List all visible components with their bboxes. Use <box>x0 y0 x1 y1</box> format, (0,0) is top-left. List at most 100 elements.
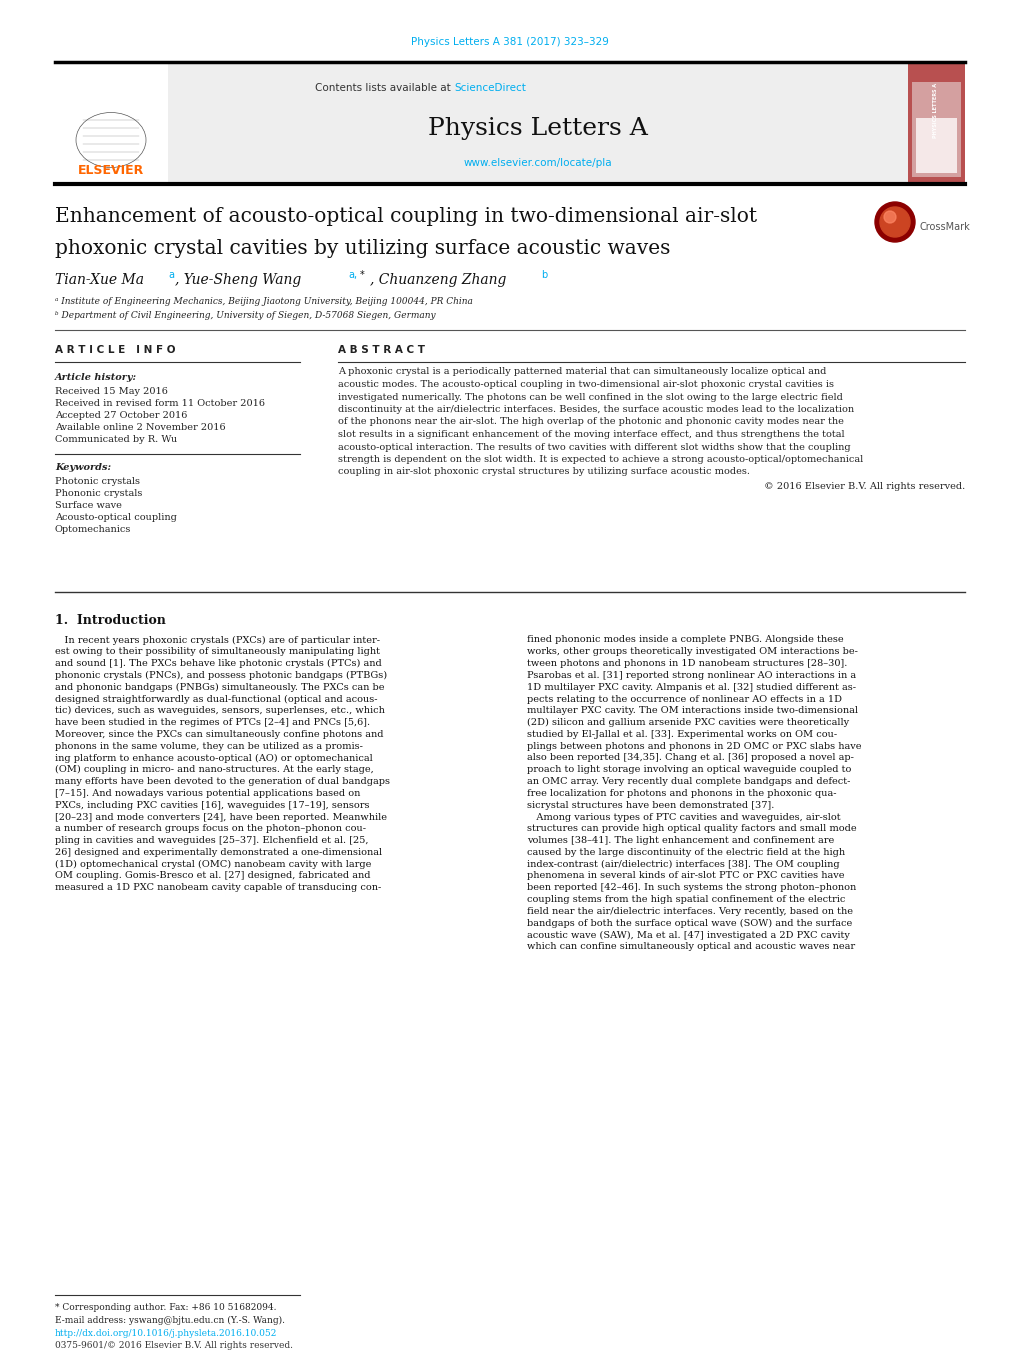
Text: many efforts have been devoted to the generation of dual bandgaps: many efforts have been devoted to the ge… <box>55 777 389 786</box>
Circle shape <box>879 207 909 236</box>
Text: [7–15]. And nowadays various potential applications based on: [7–15]. And nowadays various potential a… <box>55 789 360 798</box>
Text: Among various types of PTC cavities and waveguides, air-slot: Among various types of PTC cavities and … <box>527 812 840 821</box>
Text: Physics Letters A: Physics Letters A <box>428 116 647 139</box>
Text: PXCs, including PXC cavities [16], waveguides [17–19], sensors: PXCs, including PXC cavities [16], waveg… <box>55 801 369 809</box>
Text: caused by the large discontinuity of the electric field at the high: caused by the large discontinuity of the… <box>527 848 845 857</box>
Text: http://dx.doi.org/10.1016/j.physleta.2016.10.052: http://dx.doi.org/10.1016/j.physleta.201… <box>55 1328 277 1337</box>
Text: pects relating to the occurrence of nonlinear AO effects in a 1D: pects relating to the occurrence of nonl… <box>527 694 841 704</box>
Text: Article history:: Article history: <box>55 373 137 381</box>
Text: www.elsevier.com/locate/pla: www.elsevier.com/locate/pla <box>464 158 611 168</box>
Text: A B S T R A C T: A B S T R A C T <box>337 345 425 355</box>
Text: , Chuanzeng Zhang: , Chuanzeng Zhang <box>370 273 505 286</box>
Text: In recent years phoxonic crystals (PXCs) are of particular inter-: In recent years phoxonic crystals (PXCs)… <box>55 635 380 644</box>
Text: Accepted 27 October 2016: Accepted 27 October 2016 <box>55 411 187 420</box>
Text: Photonic crystals: Photonic crystals <box>55 477 140 486</box>
Text: Moreover, since the PXCs can simultaneously confine photons and: Moreover, since the PXCs can simultaneou… <box>55 730 383 739</box>
Bar <box>915 118 956 173</box>
Text: also been reported [34,35]. Chang et al. [36] proposed a novel ap-: also been reported [34,35]. Chang et al.… <box>527 754 853 762</box>
Text: ᵇ Department of Civil Engineering, University of Siegen, D-57068 Siegen, Germany: ᵇ Department of Civil Engineering, Unive… <box>55 312 435 320</box>
Text: [20–23] and mode converters [24], have been reported. Meanwhile: [20–23] and mode converters [24], have b… <box>55 812 386 821</box>
Text: an OMC array. Very recently dual complete bandgaps and defect-: an OMC array. Very recently dual complet… <box>527 777 850 786</box>
Text: PHYSICS LETTERS A: PHYSICS LETTERS A <box>932 82 937 138</box>
Text: index-contrast (air/dielectric) interfaces [38]. The OM coupling: index-contrast (air/dielectric) interfac… <box>527 859 839 869</box>
Text: a number of research groups focus on the photon–phonon cou-: a number of research groups focus on the… <box>55 824 366 834</box>
Text: b: b <box>540 270 547 280</box>
Text: fined phononic modes inside a complete PNBG. Alongside these: fined phononic modes inside a complete P… <box>527 635 843 644</box>
Text: ᵃ Institute of Engineering Mechanics, Beijing Jiaotong University, Beijing 10004: ᵃ Institute of Engineering Mechanics, Be… <box>55 297 473 307</box>
Text: Optomechanics: Optomechanics <box>55 526 131 535</box>
Text: tween photons and phonons in 1D nanobeam structures [28–30].: tween photons and phonons in 1D nanobeam… <box>527 659 847 669</box>
Text: slot results in a significant enhancement of the moving interface effect, and th: slot results in a significant enhancemen… <box>337 430 844 439</box>
Text: been reported [42–46]. In such systems the strong photon–phonon: been reported [42–46]. In such systems t… <box>527 884 855 892</box>
Text: Tian-Xue Ma: Tian-Xue Ma <box>55 273 144 286</box>
Text: coupling stems from the high spatial confinement of the electric: coupling stems from the high spatial con… <box>527 896 845 904</box>
Text: designed straightforwardly as dual-functional (optical and acous-: designed straightforwardly as dual-funct… <box>55 694 377 704</box>
Text: proach to light storage involving an optical waveguide coupled to: proach to light storage involving an opt… <box>527 765 851 774</box>
Text: acoustic wave (SAW), Ma et al. [47] investigated a 2D PXC cavity: acoustic wave (SAW), Ma et al. [47] inve… <box>527 931 849 939</box>
Text: est owing to their possibility of simultaneously manipulating light: est owing to their possibility of simult… <box>55 647 380 657</box>
Text: and sound [1]. The PXCs behave like photonic crystals (PTCs) and: and sound [1]. The PXCs behave like phot… <box>55 659 381 669</box>
Text: (OM) coupling in micro- and nano-structures. At the early stage,: (OM) coupling in micro- and nano-structu… <box>55 765 373 774</box>
Text: Received 15 May 2016: Received 15 May 2016 <box>55 386 168 396</box>
Text: Enhancement of acousto-optical coupling in two-dimensional air-slot: Enhancement of acousto-optical coupling … <box>55 207 756 226</box>
Text: a: a <box>168 270 174 280</box>
Text: Phononic crystals: Phononic crystals <box>55 489 143 499</box>
Text: , Yue-Sheng Wang: , Yue-Sheng Wang <box>175 273 301 286</box>
Text: phononic crystals (PNCs), and possess photonic bandgaps (PTBGs): phononic crystals (PNCs), and possess ph… <box>55 671 387 680</box>
Text: coupling in air-slot phoxonic crystal structures by utilizing surface acoustic m: coupling in air-slot phoxonic crystal st… <box>337 467 749 477</box>
Text: multilayer PXC cavity. The OM interactions inside two-dimensional: multilayer PXC cavity. The OM interactio… <box>527 707 857 715</box>
Text: A phoxonic crystal is a periodically patterned material that can simultaneously : A phoxonic crystal is a periodically pat… <box>337 367 825 377</box>
Text: volumes [38–41]. The light enhancement and confinement are: volumes [38–41]. The light enhancement a… <box>527 836 834 846</box>
Text: phoxonic crystal cavities by utilizing surface acoustic waves: phoxonic crystal cavities by utilizing s… <box>55 239 669 258</box>
Text: Available online 2 November 2016: Available online 2 November 2016 <box>55 423 225 431</box>
Text: Communicated by R. Wu: Communicated by R. Wu <box>55 435 177 443</box>
Text: plings between photons and phonons in 2D OMC or PXC slabs have: plings between photons and phonons in 2D… <box>527 742 861 751</box>
Bar <box>907 62 964 182</box>
Text: investigated numerically. The photons can be well confined in the slot owing to : investigated numerically. The photons ca… <box>337 393 842 401</box>
Text: Contents lists available at: Contents lists available at <box>315 82 453 93</box>
Bar <box>168 62 907 182</box>
Text: which can confine simultaneously optical and acoustic waves near: which can confine simultaneously optical… <box>527 942 854 951</box>
Text: CrossMark: CrossMark <box>919 222 970 232</box>
Text: Acousto-optical coupling: Acousto-optical coupling <box>55 513 176 523</box>
Text: *: * <box>360 270 365 280</box>
Text: phenomena in several kinds of air-slot PTC or PXC cavities have: phenomena in several kinds of air-slot P… <box>527 871 844 881</box>
Text: ing platform to enhance acousto-optical (AO) or optomechanical: ing platform to enhance acousto-optical … <box>55 754 372 762</box>
Text: tic) devices, such as waveguides, sensors, superlenses, etc., which: tic) devices, such as waveguides, sensor… <box>55 707 384 716</box>
Text: (1D) optomechanical crystal (OMC) nanobeam cavity with large: (1D) optomechanical crystal (OMC) nanobe… <box>55 859 371 869</box>
Text: Psarobas et al. [31] reported strong nonlinear AO interactions in a: Psarobas et al. [31] reported strong non… <box>527 671 855 680</box>
Text: 26] designed and experimentally demonstrated a one-dimensional: 26] designed and experimentally demonstr… <box>55 848 382 857</box>
Text: E-mail address: yswang@bjtu.edu.cn (Y.-S. Wang).: E-mail address: yswang@bjtu.edu.cn (Y.-S… <box>55 1316 284 1324</box>
Text: ELSEVIER: ELSEVIER <box>77 163 144 177</box>
Text: field near the air/dielectric interfaces. Very recently, based on the: field near the air/dielectric interfaces… <box>527 907 852 916</box>
Text: of the phonons near the air-slot. The high overlap of the photonic and phononic : of the phonons near the air-slot. The hi… <box>337 417 843 427</box>
Text: strength is dependent on the slot width. It is expected to achieve a strong acou: strength is dependent on the slot width.… <box>337 455 862 463</box>
Text: Keywords:: Keywords: <box>55 463 111 473</box>
Text: phonons in the same volume, they can be utilized as a promis-: phonons in the same volume, they can be … <box>55 742 363 751</box>
Text: (2D) silicon and gallium arsenide PXC cavities were theoretically: (2D) silicon and gallium arsenide PXC ca… <box>527 717 848 727</box>
Text: 1.  Introduction: 1. Introduction <box>55 613 166 627</box>
Circle shape <box>883 211 895 223</box>
Text: studied by El-Jallal et al. [33]. Experimental works on OM cou-: studied by El-Jallal et al. [33]. Experi… <box>527 730 837 739</box>
Text: bandgaps of both the surface optical wave (SOW) and the surface: bandgaps of both the surface optical wav… <box>527 919 852 928</box>
Text: have been studied in the regimes of PTCs [2–4] and PNCs [5,6].: have been studied in the regimes of PTCs… <box>55 719 370 727</box>
Text: 0375-9601/© 2016 Elsevier B.V. All rights reserved.: 0375-9601/© 2016 Elsevier B.V. All right… <box>55 1340 292 1350</box>
Text: free localization for photons and phonons in the phoxonic qua-: free localization for photons and phonon… <box>527 789 836 798</box>
Text: ScienceDirect: ScienceDirect <box>453 82 526 93</box>
Text: and phononic bandgaps (PNBGs) simultaneously. The PXCs can be: and phononic bandgaps (PNBGs) simultaneo… <box>55 682 384 692</box>
Text: discontinuity at the air/dielectric interfaces. Besides, the surface acoustic mo: discontinuity at the air/dielectric inte… <box>337 405 853 413</box>
Text: sicrystal structures have been demonstrated [37].: sicrystal structures have been demonstra… <box>527 801 773 809</box>
Circle shape <box>874 203 914 242</box>
Text: 1D multilayer PXC cavity. Almpanis et al. [32] studied different as-: 1D multilayer PXC cavity. Almpanis et al… <box>527 682 855 692</box>
Bar <box>911 82 960 177</box>
Text: acoustic modes. The acousto-optical coupling in two-dimensional air-slot phoxoni: acoustic modes. The acousto-optical coup… <box>337 380 834 389</box>
Text: © 2016 Elsevier B.V. All rights reserved.: © 2016 Elsevier B.V. All rights reserved… <box>763 482 964 490</box>
Text: measured a 1D PXC nanobeam cavity capable of transducing con-: measured a 1D PXC nanobeam cavity capabl… <box>55 884 381 892</box>
Text: acousto-optical interaction. The results of two cavities with different slot wid: acousto-optical interaction. The results… <box>337 443 850 451</box>
Text: * Corresponding author. Fax: +86 10 51682094.: * Corresponding author. Fax: +86 10 5168… <box>55 1304 276 1313</box>
Text: a,: a, <box>347 270 357 280</box>
Text: A R T I C L E   I N F O: A R T I C L E I N F O <box>55 345 175 355</box>
Text: OM coupling. Gomis-Bresco et al. [27] designed, fabricated and: OM coupling. Gomis-Bresco et al. [27] de… <box>55 871 370 881</box>
Text: pling in cavities and waveguides [25–37]. Elchenfield et al. [25,: pling in cavities and waveguides [25–37]… <box>55 836 368 846</box>
Text: Physics Letters A 381 (2017) 323–329: Physics Letters A 381 (2017) 323–329 <box>411 36 608 47</box>
